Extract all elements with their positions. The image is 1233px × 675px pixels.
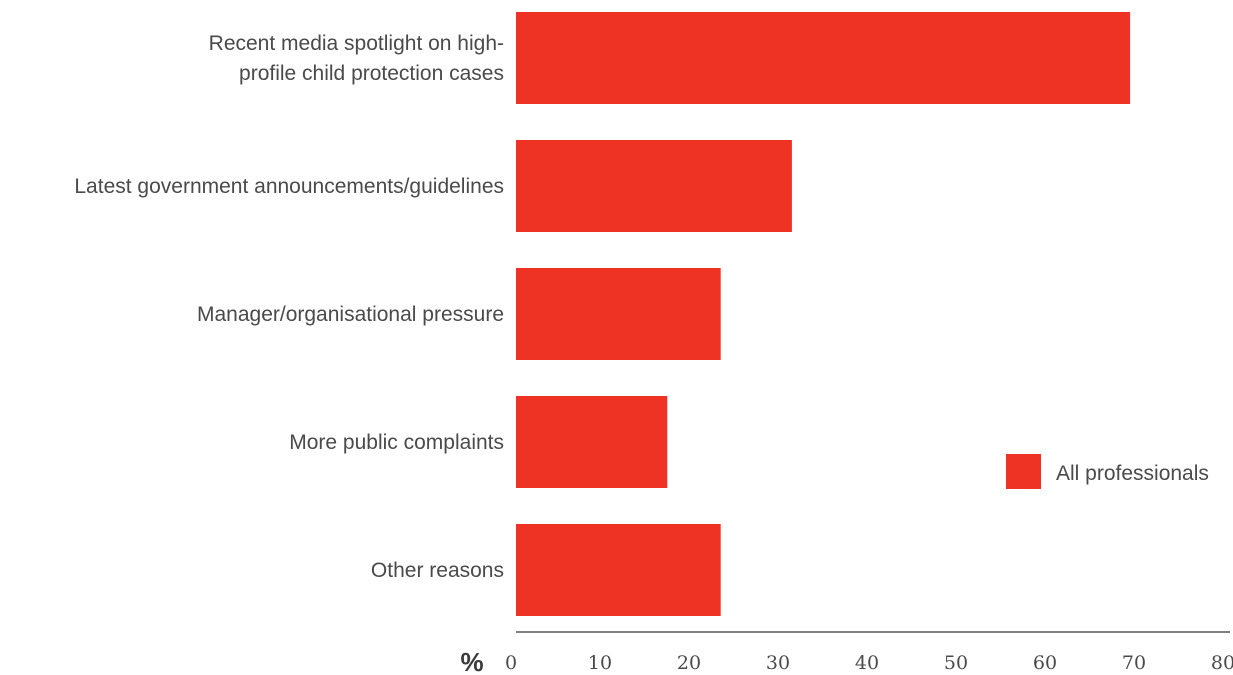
x-tick-label: 50 [944, 652, 968, 674]
x-tick-labels-group: 0 10 20 30 40 50 60 70 80 [505, 652, 1233, 674]
x-tick-label: 30 [766, 652, 790, 674]
x-tick-label: 10 [588, 652, 612, 674]
legend-label: All professionals [1056, 462, 1209, 485]
x-tick-label: 0 [505, 652, 517, 674]
category-label: Recent media spotlight on high- [209, 32, 504, 55]
bar [516, 268, 721, 360]
category-label: Latest government announcements/guidelin… [74, 175, 504, 198]
x-tick-label: 60 [1033, 652, 1057, 674]
legend-swatch [1006, 454, 1041, 489]
bar [516, 140, 792, 232]
bar [516, 12, 1131, 104]
category-label: Manager/organisational pressure [197, 303, 504, 326]
bars-group [516, 12, 1131, 616]
category-label: profile child protection cases [239, 62, 504, 85]
x-unit-label: % [460, 647, 483, 675]
bar [516, 524, 721, 616]
x-tick-label: 70 [1122, 652, 1146, 674]
legend: All professionals [1006, 454, 1209, 489]
x-tick-label: 40 [855, 652, 879, 674]
category-label: More public complaints [289, 431, 504, 454]
bar [516, 396, 668, 488]
x-tick-label: 20 [677, 652, 701, 674]
x-tick-label: 80 [1211, 652, 1233, 674]
category-label: Other reasons [371, 559, 504, 582]
category-labels-group: Recent media spotlight on high-profile c… [74, 32, 504, 582]
